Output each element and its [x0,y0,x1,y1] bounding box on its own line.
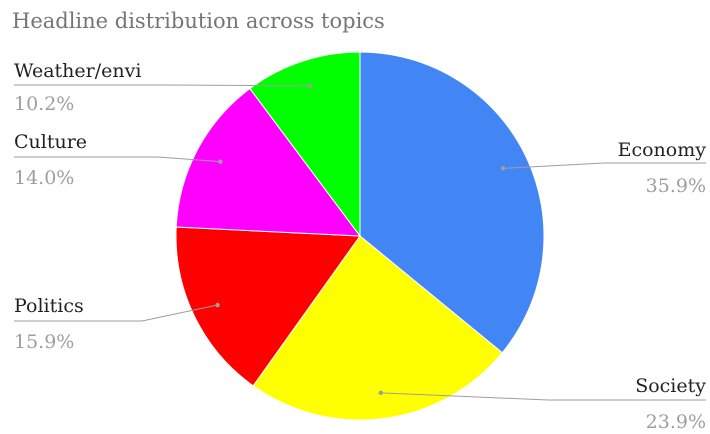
slice-label-name: Politics [14,295,84,317]
leader-dot [500,166,506,171]
slice-label-percent: 14.0% [14,167,74,189]
pie-slices [175,51,545,421]
leader-dot [378,390,384,396]
leader-line [380,392,706,401]
slice-label-name: Economy [618,139,707,161]
leader-dot [215,302,220,308]
slice-label-name: Culture [14,131,87,153]
slice-label-percent: 15.9% [14,331,74,353]
slice-label-name: Weather/envi [14,60,141,82]
leader-dot [218,159,223,164]
pie-slice-politics [175,226,361,387]
leader-line [503,162,706,169]
pie-slice-society [252,235,503,421]
leader-line [14,156,221,163]
pie-slice-culture [175,87,362,237]
slice-label-percent: 35.9% [646,175,706,197]
chart-title: Headline distribution across topics [12,9,385,33]
leader-line [14,304,218,322]
slice-label-percent: 10.2% [14,93,74,115]
leader-dot [307,83,313,89]
slice-labels: Economy 35.9% Society 23.9% Politics 15.9% Cul… [14,60,706,433]
leader-line [14,84,311,87]
pie-slice-economy [359,51,545,354]
slice-label-percent: 23.9% [646,411,706,433]
slice-label-name: Society [635,375,706,397]
